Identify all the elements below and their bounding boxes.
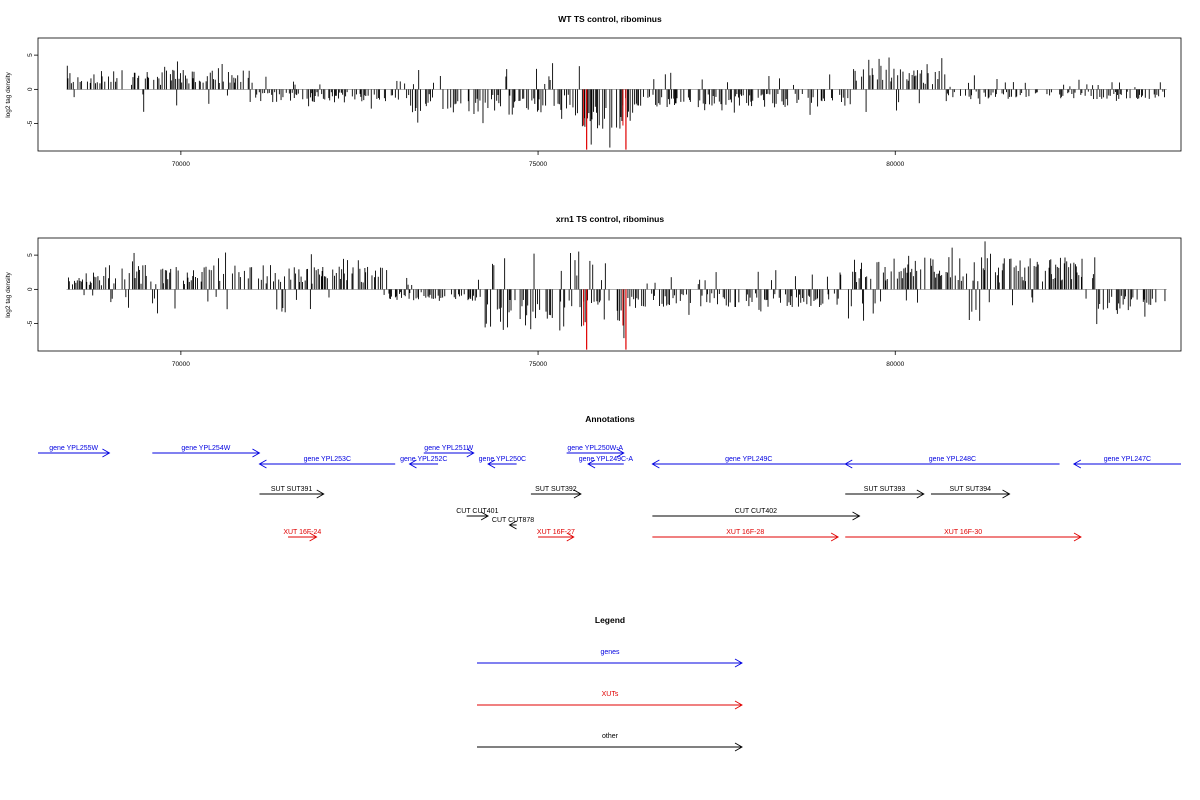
wt-bars bbox=[66, 57, 1167, 150]
legend-label-gene: genes bbox=[600, 649, 620, 656]
annotation-arrow-head bbox=[830, 532, 840, 542]
legend-title: Legend bbox=[595, 615, 625, 625]
annotation-arrow-head bbox=[651, 459, 660, 469]
annotation-arrow-head bbox=[916, 489, 925, 499]
annotation-arrow-head bbox=[466, 448, 475, 458]
annotation-label: gene YPL249C-A bbox=[579, 456, 634, 463]
annotation-arrow-head bbox=[844, 459, 853, 469]
xrn1-x-tick-label: 70000 bbox=[172, 361, 190, 368]
xrn1-panel: xrn1 TS control, ribominus log2 tag dens… bbox=[5, 214, 1182, 368]
annotation-label: gene YPL248C bbox=[929, 456, 976, 463]
annotation-label: gene YPL247C bbox=[1104, 456, 1151, 463]
annotation-label: gene YPL252C bbox=[400, 456, 447, 463]
annotation-label: gene YPL251W bbox=[424, 445, 473, 452]
annotation-label: gene YPL253C bbox=[304, 456, 351, 463]
wt-y-tick-label: 5 bbox=[27, 53, 34, 57]
annotation-label: CUT CUT402 bbox=[735, 508, 777, 515]
annotation-label: XUT 16F-28 bbox=[726, 529, 764, 536]
annotation-label: SUT SUT394 bbox=[950, 486, 992, 493]
annotation-arrow-head bbox=[408, 459, 417, 469]
xrn1-y-tick-label: 0 bbox=[27, 287, 34, 291]
wt-panel-title: WT TS control, ribominus bbox=[558, 14, 662, 24]
annotation-label: CUT CUT401 bbox=[456, 508, 498, 515]
legend-arrow-other-head bbox=[734, 742, 743, 752]
annotation-arrow-head bbox=[587, 459, 596, 469]
wt-x-axis: 70000 75000 80000 bbox=[172, 151, 905, 168]
annotation-arrow-head bbox=[573, 489, 582, 499]
xrn1-y-tick-label: -5 bbox=[27, 320, 34, 326]
wt-y-axis-label: log2 tag density bbox=[5, 71, 12, 117]
legend-arrow-xut-head bbox=[734, 700, 743, 710]
annotation-arrow-head bbox=[616, 448, 625, 458]
xrn1-panel-title: xrn1 TS control, ribominus bbox=[556, 214, 664, 224]
legend-label-xut: XUTs bbox=[602, 691, 619, 698]
annotation-tracks: gene YPL255W gene YPL254W gene YPL253C gene… bbox=[38, 445, 1181, 542]
annotation-label: SUT SUT391 bbox=[271, 486, 313, 493]
annotation-arrow-head bbox=[309, 532, 318, 542]
wt-x-tick-label: 70000 bbox=[172, 161, 190, 168]
wt-panel: WT TS control, ribominus log2 tag densit… bbox=[5, 14, 1182, 168]
annotation-arrow-head bbox=[258, 459, 267, 469]
legend-label-other: other bbox=[602, 733, 619, 740]
annotation-arrow-head bbox=[508, 520, 517, 530]
xrn1-y-tick-label: 5 bbox=[27, 253, 34, 257]
legend: genes XUTs other bbox=[477, 649, 743, 752]
annotation-label: gene YPL254W bbox=[181, 445, 230, 452]
wt-x-tick-label: 75000 bbox=[529, 161, 547, 168]
xrn1-x-tick-label: 75000 bbox=[529, 361, 547, 368]
xrn1-x-tick-label: 80000 bbox=[886, 361, 904, 368]
wt-y-axis: -5 0 5 bbox=[27, 53, 38, 126]
annotation-label: gene YPL250W-A bbox=[567, 445, 623, 452]
annotation-arrow-head bbox=[487, 459, 496, 469]
wt-x-tick-label: 80000 bbox=[886, 161, 904, 168]
xrn1-plot-frame bbox=[37, 237, 1182, 352]
annotation-label: SUT SUT393 bbox=[864, 486, 906, 493]
annotation-label: XUT 16F-27 bbox=[537, 529, 575, 536]
annotation-arrow-head bbox=[566, 532, 575, 542]
xrn1-y-axis: -5 0 5 bbox=[27, 253, 38, 326]
annotation-arrow-head bbox=[252, 448, 261, 458]
wt-y-tick-label: -5 bbox=[27, 120, 34, 126]
xrn1-y-axis-label: log2 tag density bbox=[5, 271, 12, 317]
xrn1-x-axis: 70000 75000 80000 bbox=[172, 351, 905, 368]
annotation-label: gene YPL250C bbox=[479, 456, 526, 463]
annotation-label: XUT 16F-30 bbox=[944, 529, 982, 536]
annotation-arrow-head bbox=[480, 511, 489, 521]
annotation-label: gene YPL255W bbox=[49, 445, 98, 452]
annotation-arrow-head bbox=[316, 489, 325, 499]
wt-y-tick-label: 0 bbox=[27, 87, 34, 91]
annotation-arrow-head bbox=[1073, 532, 1082, 542]
wt-plot-frame bbox=[37, 37, 1182, 152]
annotation-arrow-head bbox=[1072, 459, 1082, 469]
xrn1-bars bbox=[66, 241, 1167, 350]
annotations-title: Annotations bbox=[585, 414, 635, 424]
annotation-label: XUT 16F-24 bbox=[283, 529, 321, 536]
annotation-label: gene YPL249C bbox=[725, 456, 772, 463]
annotation-arrow-head bbox=[1002, 489, 1011, 499]
legend-arrow-gene-head bbox=[734, 658, 743, 668]
annotation-arrow-head bbox=[102, 448, 111, 458]
annotation-label: CUT CUT878 bbox=[492, 517, 534, 524]
annotation-label: SUT SUT392 bbox=[535, 486, 577, 493]
annotation-arrow-head bbox=[852, 511, 861, 521]
